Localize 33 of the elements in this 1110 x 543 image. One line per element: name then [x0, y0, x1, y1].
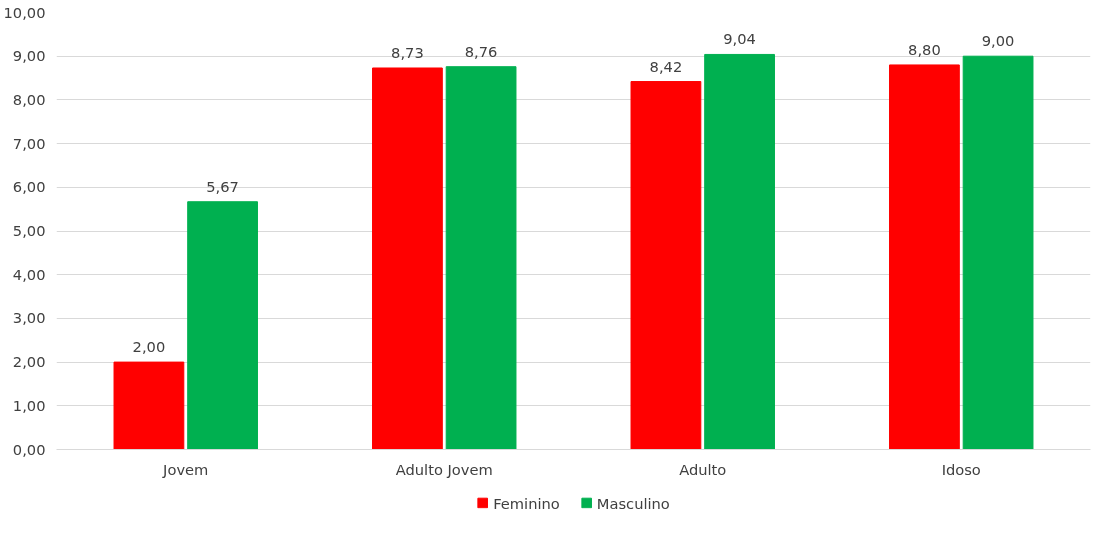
data-label: 8,80 [908, 40, 941, 58]
y-tick-label: 8,00 [12, 90, 46, 108]
bar [889, 64, 960, 450]
bar [962, 55, 1034, 450]
y-tick-label: 5,00 [12, 222, 46, 239]
data-label: 8,42 [649, 57, 683, 75]
y-tick-label: 9,00 [12, 47, 46, 65]
data-label: 8,76 [464, 42, 498, 60]
y-tick-label: 0,00 [12, 440, 46, 458]
data-label: 8,73 [391, 44, 424, 61]
data-label: 2,00 [132, 338, 166, 356]
data-label: 9,00 [981, 32, 1015, 50]
y-tick-label: 6,00 [12, 178, 46, 196]
y-tick-label: 7,00 [12, 134, 46, 152]
y-tick-label: 4,00 [12, 265, 46, 283]
bar [630, 81, 702, 450]
x-tick-label: Idoso [941, 460, 981, 478]
x-tick-label: Adulto [679, 460, 727, 478]
legend-label: Feminino [493, 494, 560, 511]
y-tick-label: 10,00 [3, 3, 46, 21]
x-tick-label: Adulto Jovem [395, 460, 493, 478]
bar [445, 66, 517, 450]
bar [187, 201, 258, 450]
bar [113, 361, 185, 450]
legend-label: Masculino [596, 494, 670, 511]
data-label: 9,04 [723, 30, 756, 48]
bar [372, 67, 443, 450]
data-label: 5,67 [206, 177, 239, 195]
bar [704, 53, 775, 450]
y-tick-label: 3,00 [12, 309, 46, 327]
x-tick-label: Jovem [162, 460, 209, 478]
y-tick-label: 1,00 [12, 396, 46, 414]
y-tick-label: 2,00 [12, 353, 46, 371]
